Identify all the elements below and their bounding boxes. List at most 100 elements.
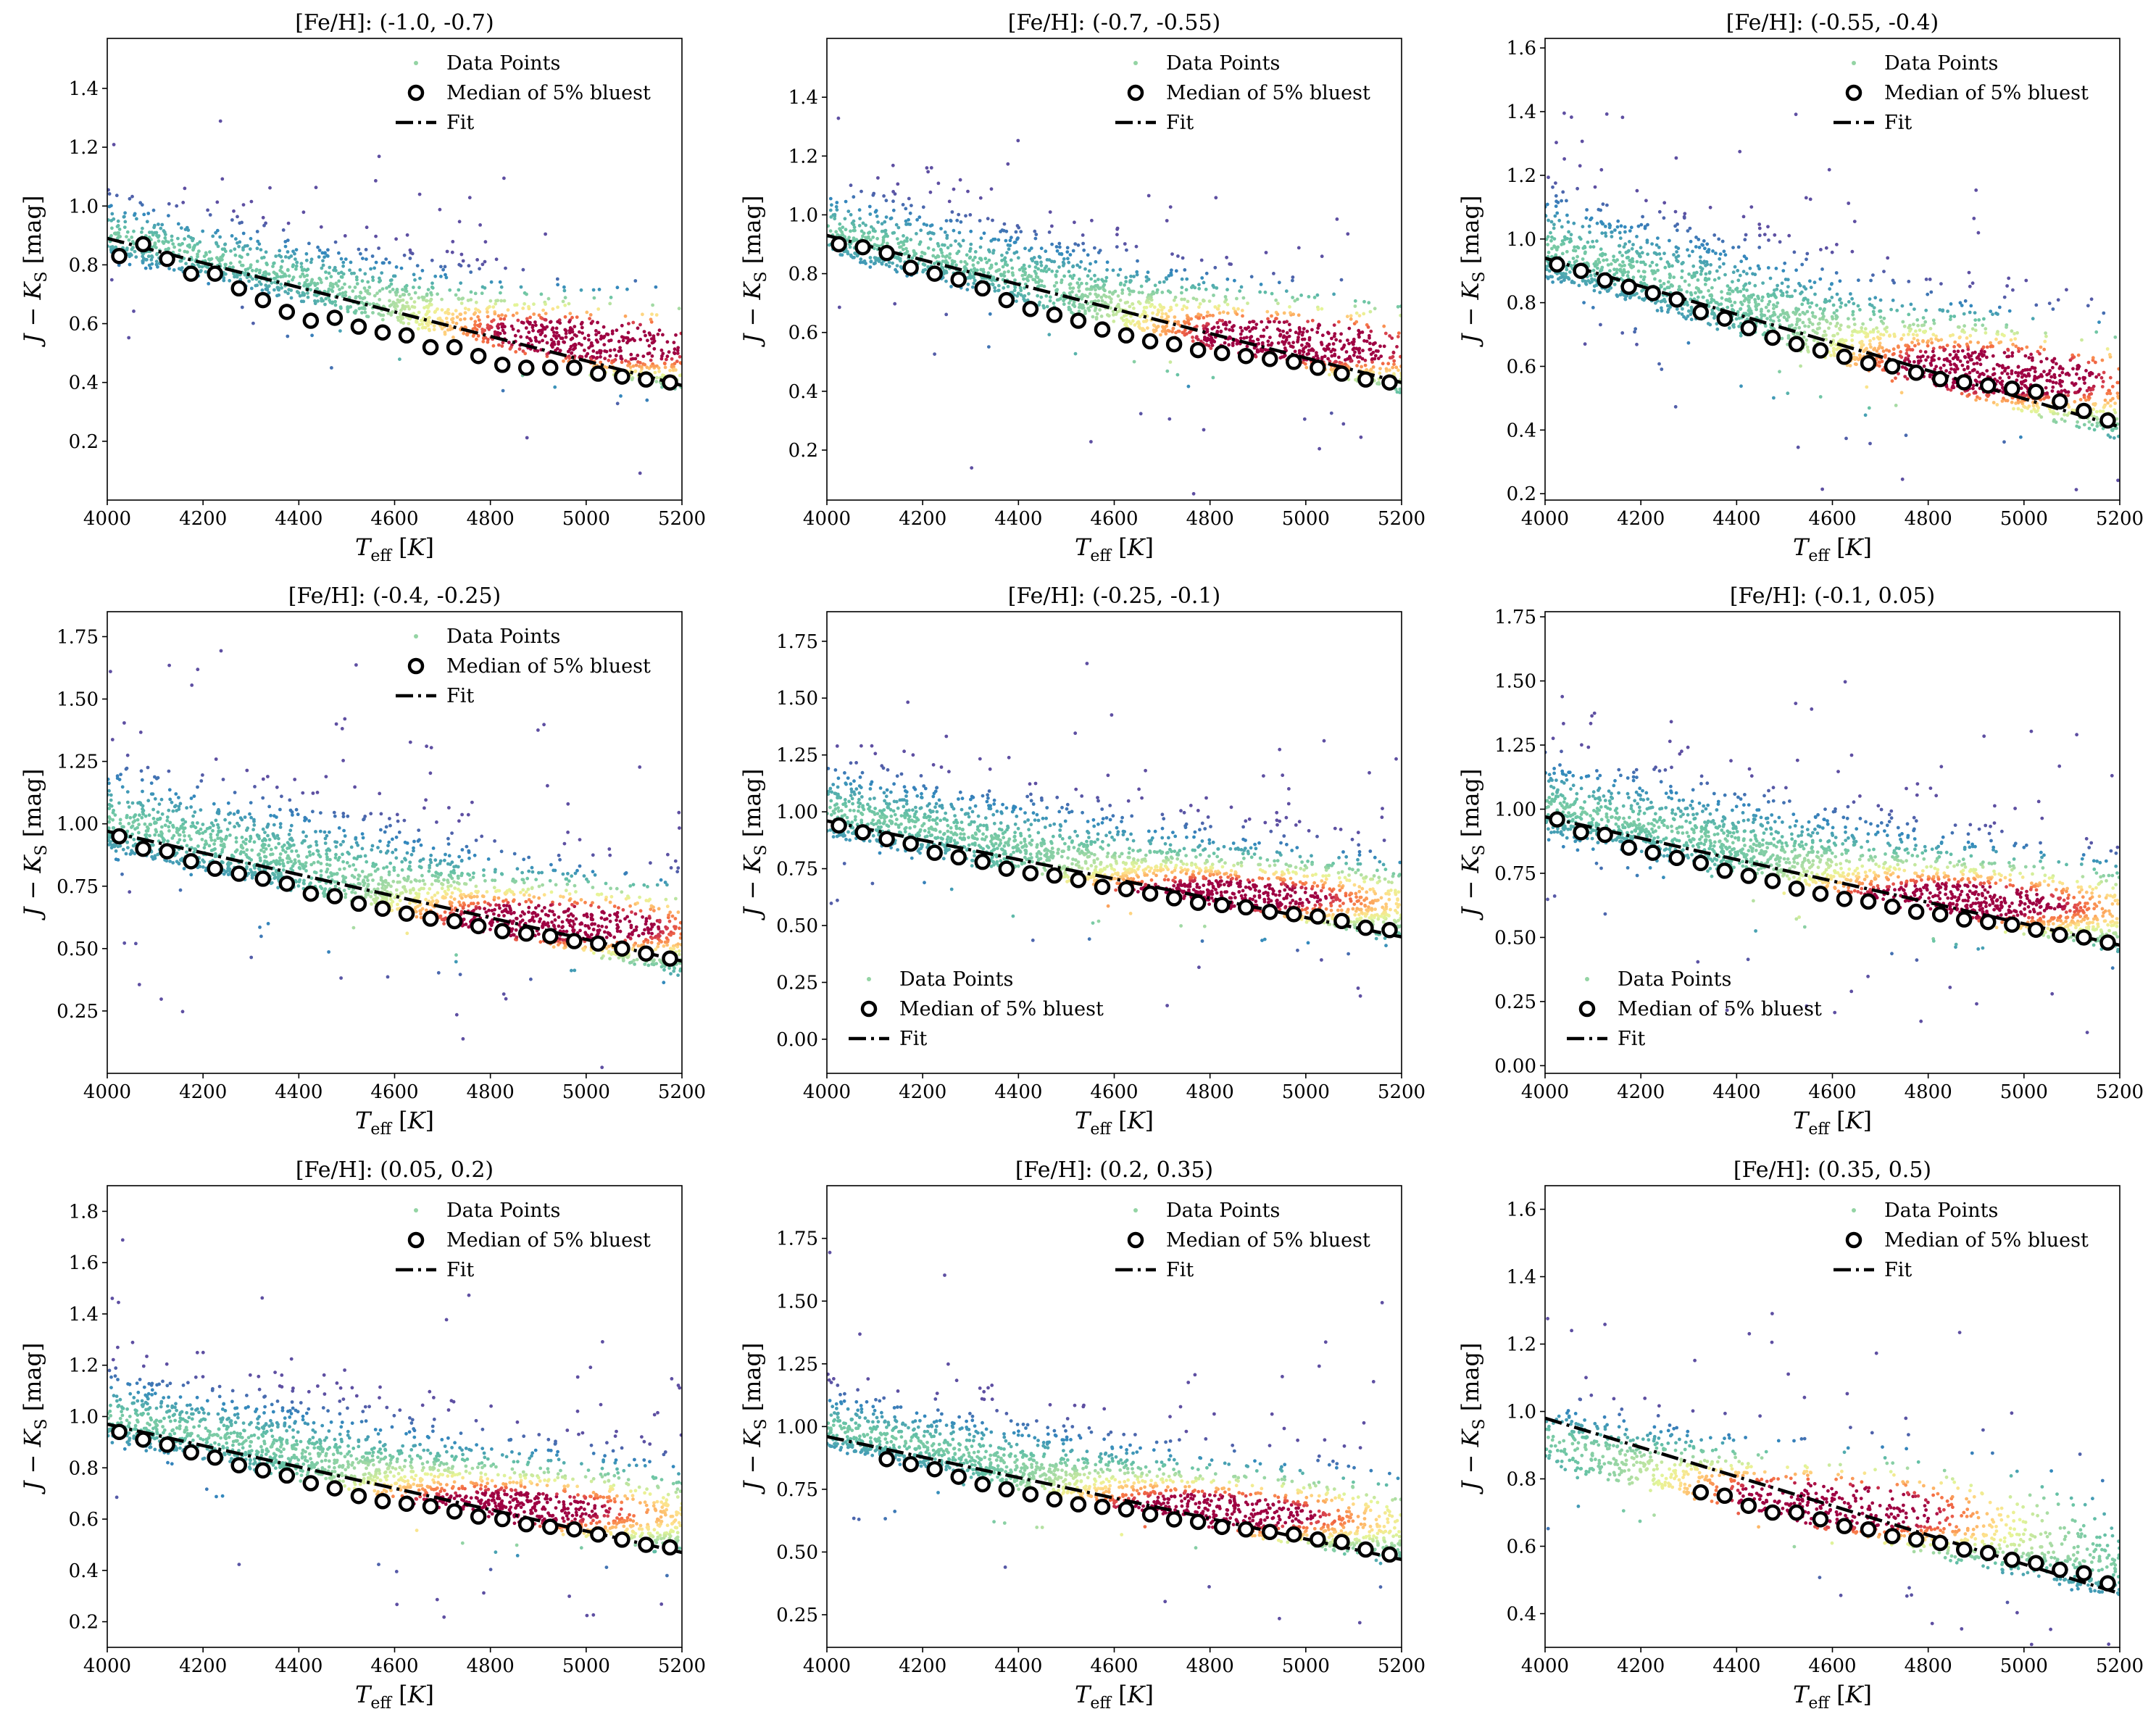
y-tick-label: 1.75 [776, 1228, 818, 1250]
legend-median: Median of 5% bluest [1166, 1229, 1370, 1252]
median-marker [1716, 310, 1733, 327]
median-marker [1237, 347, 1254, 365]
y-tick-label: 0.4 [69, 373, 99, 394]
median-marker [1262, 903, 1278, 920]
legend-fit: Fit [1166, 112, 1194, 134]
median-marker [1333, 912, 1350, 930]
median-marker [1764, 329, 1781, 346]
data-points [827, 1250, 1402, 1625]
median-marker [2099, 412, 2116, 429]
median-marker [1812, 342, 1829, 359]
x-tick-label: 4200 [1617, 1655, 1665, 1677]
data-points [827, 116, 1402, 496]
median-marker [1165, 1511, 1183, 1528]
x-tick-label: 5000 [2000, 1081, 2048, 1103]
data-points [827, 662, 1402, 1007]
y-tick-label: 0.8 [1507, 293, 1536, 315]
x-tick-label: 5000 [2000, 508, 2048, 530]
legend-median-swatch [1127, 84, 1144, 101]
median-marker [494, 1510, 511, 1528]
subplot-title: [Fe/H]: (0.2, 0.35) [1015, 1157, 1213, 1183]
y-axis-label: J − KS [mag] [19, 768, 51, 920]
median-marker [1788, 336, 1805, 352]
x-tick-label: 4200 [899, 1081, 946, 1103]
x-tick-label: 4600 [370, 1081, 418, 1103]
median-marker [1117, 1501, 1135, 1518]
median-marker [135, 236, 151, 253]
median-marker [302, 312, 320, 329]
median-marker [1141, 885, 1159, 902]
legend-data-points: Data Points [1884, 52, 1998, 75]
x-tick-label: 4200 [899, 1655, 946, 1677]
x-tick-label: 4200 [179, 508, 227, 530]
subplot-7: 4000 4200 4400 4600 4800 5000 5200 0.2 0.4 0.6 0.8… [19, 1157, 706, 1713]
y-axis-label: J − KS [mag] [19, 195, 51, 347]
median-marker [1716, 862, 1733, 879]
median-marker [422, 338, 439, 356]
x-axis-label: Teff [K] [1075, 533, 1154, 565]
legend-fit: Fit [1884, 1259, 1912, 1281]
median-marker [998, 860, 1015, 877]
x-tick-label: 4400 [994, 1081, 1042, 1103]
legend-median-swatch [1845, 84, 1862, 101]
median-marker [662, 1539, 678, 1556]
y-tick-label: 1.50 [57, 689, 99, 711]
median-marker [183, 853, 199, 870]
median-marker [2052, 926, 2068, 944]
median-marker [1141, 1506, 1159, 1523]
median-marker [1046, 1491, 1063, 1507]
x-tick-label: 5200 [1378, 1081, 1425, 1103]
legend-data-points: Data Points [1884, 1199, 1998, 1222]
median-marker [350, 895, 367, 912]
median-marker [111, 247, 128, 265]
median-marker [1931, 906, 1949, 923]
median-marker [2099, 1575, 2116, 1592]
median-marker [398, 905, 415, 922]
median-marker [470, 918, 487, 935]
y-tick-label: 0.50 [1494, 927, 1536, 949]
subplot-1: 4000 4200 4400 4600 4800 5000 5200 0.2 0.4 0.6 0.8… [19, 10, 706, 565]
legend: Data Points Median of 5% bluest Fit [1834, 52, 2089, 134]
median-marker [878, 1451, 895, 1468]
median-marker [326, 1480, 344, 1497]
median-marker [638, 945, 654, 962]
x-tick-label: 4600 [1808, 1655, 1856, 1677]
median-marker [926, 1460, 943, 1478]
y-tick-label: 0.8 [69, 1457, 99, 1479]
subplot-3: 4000 4200 4400 4600 4800 5000 5200 0.2 0.4 0.6 0.8… [1457, 10, 2144, 565]
y-tick-label: 1.6 [69, 1252, 99, 1274]
x-tick-label: 4600 [370, 1655, 418, 1677]
median-marker [1141, 333, 1159, 350]
legend-median: Median of 5% bluest [446, 1229, 651, 1252]
median-marker [159, 1436, 175, 1453]
median-marker [470, 1508, 487, 1525]
median-marker [230, 1457, 247, 1473]
x-tick-label: 4000 [1521, 508, 1569, 530]
legend-points-swatch [1133, 61, 1138, 65]
y-tick-label: 1.25 [57, 752, 99, 773]
x-tick-label: 4000 [803, 508, 851, 530]
median-marker [638, 371, 654, 388]
y-tick-label: 1.0 [788, 204, 818, 226]
x-tick-label: 5000 [1282, 1655, 1330, 1677]
legend: Data Points Median of 5% bluest Fit [1115, 52, 1370, 134]
median-marker [1310, 908, 1326, 925]
legend: Data Points Median of 5% bluest Fit [396, 52, 651, 134]
y-tick-label: 1.25 [1494, 735, 1536, 757]
x-tick-label: 4200 [1617, 508, 1665, 530]
x-tick-label: 4800 [467, 1655, 515, 1677]
median-marker [2076, 929, 2092, 946]
median-marker [1262, 350, 1278, 367]
legend-median-swatch [407, 657, 425, 675]
x-axis-label: Teff [K] [1793, 1681, 1872, 1713]
median-marker [1931, 370, 1949, 388]
subplot-title: [Fe/H]: (-0.4, -0.25) [288, 583, 501, 609]
fit-line [1545, 1416, 2120, 1595]
median-marker [590, 1526, 607, 1543]
legend-fit: Fit [446, 1259, 474, 1281]
median-marker [974, 1476, 991, 1493]
median-marker [1764, 873, 1781, 889]
median-marker [878, 831, 895, 848]
x-tick-label: 4600 [1090, 508, 1138, 530]
subplot-title: [Fe/H]: (-0.55, -0.4) [1726, 10, 1939, 36]
